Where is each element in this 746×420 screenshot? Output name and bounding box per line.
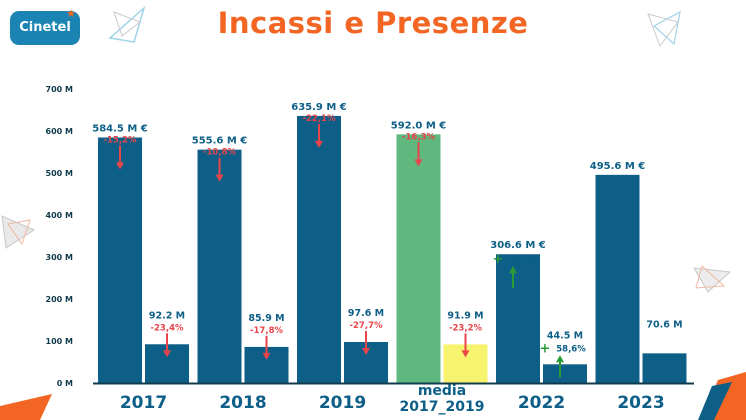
bar-incassi [297, 115, 341, 383]
change-label: -15,2% [103, 136, 136, 146]
x-tick-label: 2023 [617, 393, 664, 413]
star-icon: ★ [66, 7, 76, 20]
change-label: -23,4% [150, 323, 183, 333]
down-arrow-icon [461, 350, 470, 358]
x-tick-label: 2019 [319, 393, 366, 413]
bar-incassi [396, 134, 441, 383]
change-label: -23,2% [449, 323, 482, 333]
data-label: 635.9 M € [291, 102, 347, 113]
data-label: 92.2 M [149, 310, 185, 321]
cinetel-logo: Cinetel ★ [10, 7, 80, 45]
up-arrow-icon [509, 266, 517, 274]
y-tick-label: 400 M [46, 211, 73, 220]
data-label: 85.9 M [248, 313, 284, 324]
y-tick-label: 700 M [46, 85, 73, 94]
bar-incassi [496, 254, 540, 383]
triangle-decoration-icon [108, 5, 146, 43]
down-arrow-icon [163, 350, 171, 358]
x-tick-label: 2018 [219, 393, 266, 413]
down-arrow-icon [362, 348, 370, 356]
data-label: 44.5 M [547, 330, 583, 341]
triangle-decoration-icon [647, 10, 681, 48]
bar-presenze [543, 364, 587, 383]
down-arrow-icon [215, 174, 224, 182]
change-label: -17,8% [250, 326, 283, 336]
data-label: 70.6 M [646, 319, 682, 330]
down-arrow-icon [116, 162, 124, 170]
x-tick-label: 2017_2019 [400, 399, 485, 415]
plus-icon: + [540, 341, 551, 356]
y-tick-label: 600 M [46, 127, 73, 136]
plus-icon: + [493, 252, 504, 267]
change-label: -16,3% [402, 132, 435, 142]
triangle-decoration-icon [693, 265, 732, 293]
corner-decoration-icon [0, 394, 52, 420]
down-arrow-icon [414, 159, 423, 167]
data-label: 592.0 M € [391, 120, 447, 131]
change-label: 61,6% [509, 255, 539, 265]
data-label: 91.9 M [447, 310, 483, 321]
bar-incassi [98, 137, 142, 383]
logo-text: Cinetel [19, 20, 71, 35]
y-tick-label: 500 M [46, 169, 73, 178]
data-label: 584.5 M € [92, 124, 148, 135]
down-arrow-icon [315, 140, 323, 148]
triangle-decoration-icon [1, 215, 36, 249]
data-label: 555.6 M € [192, 136, 248, 147]
y-tick-label: 0 M [57, 379, 73, 388]
up-arrow-icon [556, 355, 564, 363]
y-tick-label: 300 M [46, 253, 73, 262]
bar-presenze [642, 353, 687, 383]
y-tick-label: 200 M [46, 295, 73, 304]
change-label: -27,7% [349, 321, 382, 331]
page-title: Incassi e Presenze [217, 6, 529, 40]
corner-decoration-icon [698, 372, 746, 420]
change-label: -10,8% [203, 148, 236, 158]
bar-incassi [595, 174, 640, 383]
y-tick-label: 100 M [46, 337, 73, 346]
bar-incassi [197, 149, 242, 383]
down-arrow-icon [262, 352, 271, 360]
x-tick-label: 2022 [518, 393, 565, 413]
x-tick-label: media [418, 383, 466, 399]
data-label: 495.6 M € [590, 161, 646, 172]
change-label: -22,1% [302, 114, 335, 124]
change-label: 58,6% [556, 344, 586, 354]
data-label: 97.6 M [348, 308, 384, 319]
data-label: 306.6 M € [490, 240, 546, 251]
x-tick-label: 2017 [120, 393, 167, 413]
